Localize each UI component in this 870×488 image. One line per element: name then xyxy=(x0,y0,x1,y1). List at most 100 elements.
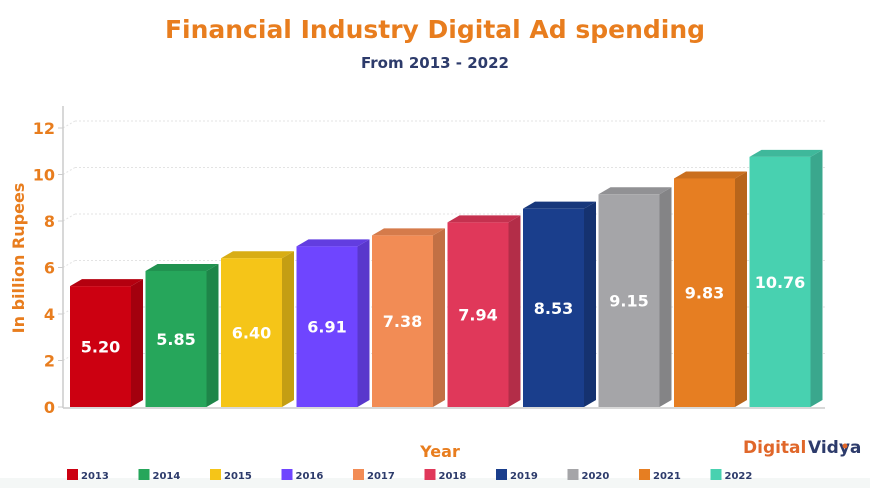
bar-front xyxy=(598,194,660,407)
legend-label: 2016 xyxy=(296,471,324,482)
bar-side xyxy=(282,251,294,407)
legend-swatch xyxy=(67,469,78,480)
bottom-band xyxy=(0,478,870,488)
legend-item-2014[interactable]: 2014 xyxy=(138,469,181,482)
bar-2016: 6.91 xyxy=(296,239,370,407)
bar-2021: 9.83 xyxy=(674,171,747,407)
bar-front xyxy=(447,222,509,407)
legend-swatch xyxy=(639,469,650,480)
bar-top xyxy=(221,251,294,259)
bar-side xyxy=(810,149,823,407)
bar-top xyxy=(145,263,219,271)
legend-item-2018[interactable]: 2018 xyxy=(424,469,467,482)
gridline-diagonal xyxy=(62,213,76,222)
legend-label: 2015 xyxy=(224,471,252,482)
legend-label: 2019 xyxy=(510,471,538,482)
chart-subtitle: From 2013 - 2022 xyxy=(361,54,509,72)
bar-front xyxy=(70,286,131,407)
bar-2013: 5.20 xyxy=(70,279,143,407)
legend-item-2021[interactable]: 2021 xyxy=(639,469,681,482)
y-tick-label: 0 xyxy=(44,398,55,417)
bar-side xyxy=(357,239,370,407)
bar-side xyxy=(206,263,219,407)
gridline-diagonal xyxy=(62,260,76,268)
data-label: 9.15 xyxy=(609,292,648,311)
bar-front xyxy=(145,270,207,407)
gridline-diagonal xyxy=(62,120,76,129)
data-label: 8.53 xyxy=(534,299,573,318)
data-label: 6.40 xyxy=(232,324,271,343)
legend-item-2017[interactable]: 2017 xyxy=(353,469,395,482)
legend-label: 2020 xyxy=(582,471,610,482)
digital-vidya-logo: Digital Vidya xyxy=(743,438,861,458)
chart-title: Financial Industry Digital Ad spending xyxy=(165,15,705,44)
bar-top xyxy=(70,279,143,287)
bar-front xyxy=(523,208,584,407)
bar-2020: 9.15 xyxy=(598,187,672,407)
bar-2018: 7.94 xyxy=(447,215,521,407)
legend-swatch xyxy=(138,469,150,480)
legend-item-2013[interactable]: 2013 xyxy=(67,469,109,482)
legend-item-2016[interactable]: 2016 xyxy=(281,469,324,482)
legend-label: 2021 xyxy=(653,471,681,482)
data-label: 5.85 xyxy=(156,330,195,349)
legend-item-2022[interactable]: 2022 xyxy=(710,469,753,482)
data-label: 7.38 xyxy=(383,312,422,331)
bar-2022: 10.76 xyxy=(749,149,823,407)
logo-part1: Digital xyxy=(743,438,806,458)
legend-swatch xyxy=(496,469,507,480)
legend-swatch xyxy=(567,469,579,480)
bar-side xyxy=(735,171,747,407)
legend-swatch xyxy=(710,469,722,480)
bar-2015: 6.40 xyxy=(221,251,294,407)
legend-swatch xyxy=(210,469,221,480)
logo-dot xyxy=(842,443,848,449)
data-label: 7.94 xyxy=(458,306,497,325)
bar-side xyxy=(433,228,445,407)
logo-part2: Vidya xyxy=(808,438,861,458)
y-tick-label: 2 xyxy=(44,352,55,371)
bar-2019: 8.53 xyxy=(523,201,596,407)
legend-label: 2014 xyxy=(153,471,181,482)
x-axis-label: Year xyxy=(419,442,460,461)
bar-top xyxy=(447,215,521,223)
bar-top xyxy=(749,149,823,157)
bar-front xyxy=(372,235,433,407)
bar-front xyxy=(749,156,811,407)
y-tick-label: 12 xyxy=(33,119,55,138)
data-label: 9.83 xyxy=(685,284,724,303)
y-tick-label: 10 xyxy=(33,166,55,185)
bar-front xyxy=(674,178,735,407)
data-label: 6.91 xyxy=(307,318,346,337)
y-tick-label: 4 xyxy=(44,305,55,324)
legend-label: 2013 xyxy=(81,471,109,482)
bar-top xyxy=(598,187,672,195)
bar-top xyxy=(296,239,370,247)
bar-top xyxy=(674,171,747,179)
legend-label: 2017 xyxy=(367,471,395,482)
y-tick-label: 6 xyxy=(44,259,55,278)
legend-label: 2022 xyxy=(725,471,753,482)
bar-top xyxy=(372,228,445,236)
bar-side xyxy=(131,279,143,407)
bar-2017: 7.38 xyxy=(372,228,445,407)
bar-side xyxy=(584,201,596,407)
legend-item-2020[interactable]: 2020 xyxy=(567,469,610,482)
bar-front xyxy=(221,258,282,407)
legend-swatch xyxy=(353,469,364,480)
gridline-diagonal xyxy=(62,167,76,175)
y-tick-label: 8 xyxy=(44,212,55,231)
legend-swatch xyxy=(281,469,293,480)
legend-item-2019[interactable]: 2019 xyxy=(496,469,538,482)
bar-2014: 5.85 xyxy=(145,263,219,407)
data-label: 10.76 xyxy=(755,273,806,292)
legend-item-2015[interactable]: 2015 xyxy=(210,469,252,482)
bar-front xyxy=(296,246,358,407)
bar-side xyxy=(659,187,672,407)
data-label: 5.20 xyxy=(81,338,120,357)
bar-side xyxy=(508,215,521,407)
legend-swatch xyxy=(424,469,436,480)
y-axis-label: In billion Rupees xyxy=(9,183,28,334)
legend-label: 2018 xyxy=(439,471,467,482)
